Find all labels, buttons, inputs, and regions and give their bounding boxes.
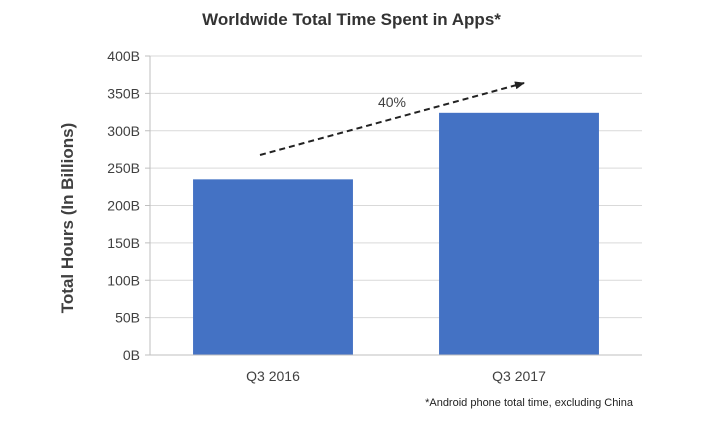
chart-title: Worldwide Total Time Spent in Apps* (202, 10, 501, 29)
y-axis-label: Total Hours (In Billions) (58, 123, 77, 313)
y-tick-label: 150B (107, 235, 140, 251)
y-tick-label: 300B (107, 123, 140, 139)
bar-q3-2016 (193, 179, 353, 355)
y-tick-label: 250B (107, 160, 140, 176)
growth-arrow (259, 81, 525, 156)
y-tick-label: 200B (107, 198, 140, 214)
y-tick-label: 400B (107, 48, 140, 64)
y-tick-label: 100B (107, 272, 140, 288)
x-category-label: Q3 2017 (492, 368, 546, 384)
y-tick-label: 50B (115, 310, 140, 326)
y-tick-label: 0B (123, 347, 140, 363)
x-axis-categories: Q3 2016 Q3 2017 (246, 368, 546, 384)
y-axis-ticks: 0B 50B 100B 150B 200B 250B 300B 350B 400B (107, 48, 150, 363)
x-category-label: Q3 2016 (246, 368, 300, 384)
bars (193, 112, 599, 355)
bar-q3-2017 (439, 112, 599, 355)
footnote: *Android phone total time, excluding Chi… (425, 397, 633, 409)
growth-annotation: 40% (378, 94, 406, 110)
y-tick-label: 350B (107, 85, 140, 101)
